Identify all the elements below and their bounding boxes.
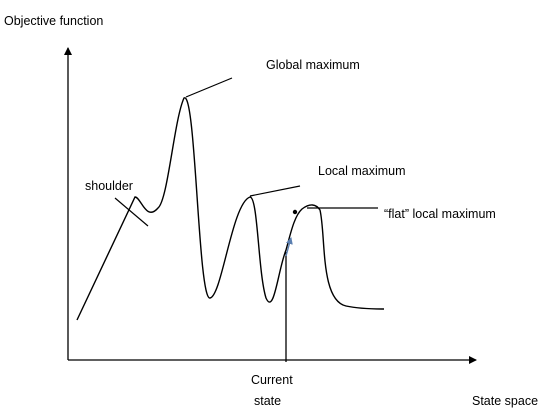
x-axis-label: State space: [472, 394, 538, 408]
shoulder-pointer: [114, 197, 149, 227]
current-state-point: [292, 209, 298, 215]
flat-local-maximum-label: “flat” local maximum: [384, 207, 496, 221]
local-maximum-pointer: [249, 185, 301, 197]
local-maximum-label: Local maximum: [318, 164, 406, 178]
objective-function-curve: [76, 97, 385, 321]
y-axis-label: Objective function: [4, 14, 103, 28]
global-maximum-label: Global maximum: [266, 58, 360, 72]
current-state-label-line1: Current: [251, 373, 293, 387]
current-state-arrow: [285, 237, 293, 257]
global-maximum-pointer: [185, 77, 233, 98]
shoulder-label: shoulder: [85, 179, 133, 193]
current-state-label-line2: state: [254, 394, 281, 408]
